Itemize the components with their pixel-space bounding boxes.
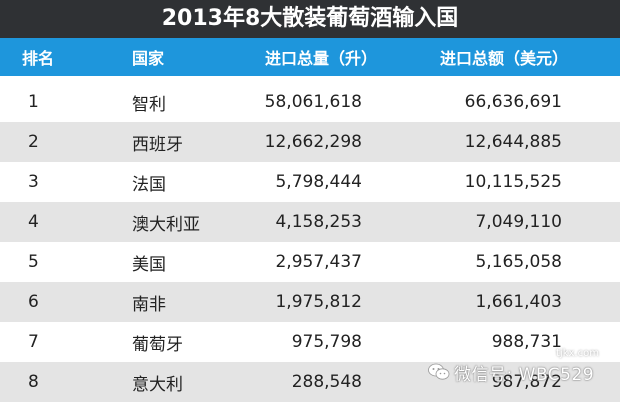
watermark-text: 微信号: WBC529 [454, 364, 595, 385]
table-row: 7 葡萄牙 975,798 988,731 [0, 322, 620, 362]
value-cell: 988,731 [491, 332, 562, 352]
rank-cell: 4 [28, 212, 39, 232]
table-row: 5 美国 2,957,437 5,165,058 [0, 242, 620, 282]
rank-cell: 6 [28, 292, 39, 312]
country-cell: 法国 [132, 174, 166, 195]
header-rank: 排名 [22, 49, 55, 68]
rank-cell: 2 [28, 132, 39, 152]
table-row: 6 南非 1,975,812 1,661,403 [0, 282, 620, 322]
volume-cell: 2,957,437 [275, 252, 362, 272]
header-volume: 进口总量（升） [265, 49, 378, 68]
rank-cell: 8 [28, 372, 39, 392]
country-cell: 美国 [132, 254, 166, 275]
value-cell: 10,115,525 [464, 172, 562, 192]
wechat-icon [428, 363, 450, 380]
table-row: 1 智利 58,061,618 66,636,691 [0, 82, 620, 122]
country-cell: 澳大利亚 [132, 214, 200, 235]
volume-cell: 1,975,812 [275, 292, 362, 312]
country-cell: 意大利 [132, 374, 183, 395]
table-header: 排名 国家 进口总量（升） 进口总额（美元） [0, 38, 620, 76]
table-title: 2013年8大散装葡萄酒输入国 [0, 0, 620, 38]
header-value: 进口总额（美元） [440, 49, 569, 68]
country-cell: 西班牙 [132, 134, 183, 155]
rank-cell: 5 [28, 252, 39, 272]
table-row: 8 意大利 288,548 987,872 [0, 362, 620, 402]
value-cell: 5,165,058 [475, 252, 562, 272]
rank-cell: 7 [28, 332, 39, 352]
watermark: 微信号: WBC529 [428, 352, 618, 392]
rank-cell: 1 [28, 92, 39, 112]
value-cell: 12,644,885 [464, 132, 562, 152]
country-cell: 葡萄牙 [132, 334, 183, 355]
value-cell: 1,661,403 [475, 292, 562, 312]
volume-cell: 58,061,618 [264, 92, 362, 112]
table-row: 3 法国 5,798,444 10,115,525 [0, 162, 620, 202]
rank-cell: 3 [28, 172, 39, 192]
volume-cell: 288,548 [291, 372, 362, 392]
volume-cell: 975,798 [291, 332, 362, 352]
table-row: 4 澳大利亚 4,158,253 7,049,110 [0, 202, 620, 242]
volume-cell: 5,798,444 [275, 172, 362, 192]
header-country: 国家 [132, 49, 165, 68]
value-cell: 987,872 [491, 372, 562, 392]
volume-cell: 12,662,298 [264, 132, 362, 152]
table-row: 2 西班牙 12,662,298 12,644,885 [0, 122, 620, 162]
watermark-site: tjkx.com [556, 348, 599, 359]
country-cell: 南非 [132, 294, 166, 315]
country-cell: 智利 [132, 94, 166, 115]
value-cell: 7,049,110 [475, 212, 562, 232]
volume-cell: 4,158,253 [275, 212, 362, 232]
value-cell: 66,636,691 [464, 92, 562, 112]
